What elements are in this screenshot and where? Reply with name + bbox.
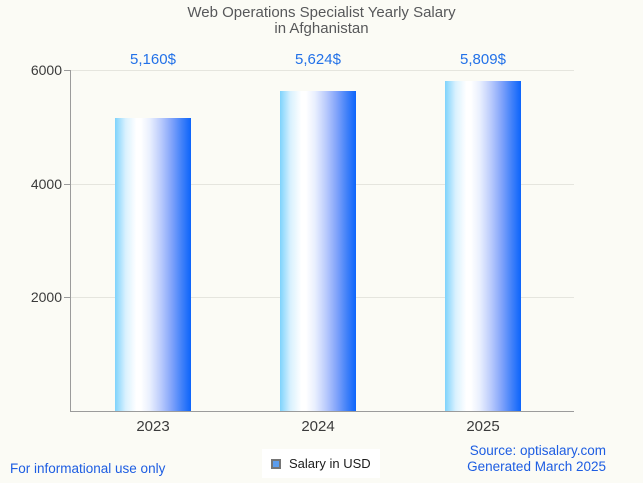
value-label-2023: 5,160$ bbox=[130, 51, 176, 68]
legend: Salary in USD bbox=[262, 449, 380, 478]
chart-title-line1: Web Operations Specialist Yearly Salary bbox=[187, 4, 456, 21]
disclaimer-text: For informational use only bbox=[10, 461, 166, 476]
y-tick-4000 bbox=[64, 184, 70, 185]
y-tick-label-2000: 2000 bbox=[30, 289, 62, 305]
x-axis-line bbox=[70, 411, 574, 412]
chart-title-line2: in Afghanistan bbox=[274, 20, 369, 37]
y-tick-6000 bbox=[64, 70, 70, 71]
source-block: Source: optisalary.com Generated March 2… bbox=[467, 443, 606, 475]
value-label-2024: 5,624$ bbox=[295, 51, 341, 68]
bar-2023 bbox=[115, 118, 191, 411]
gridline-6000 bbox=[70, 70, 574, 71]
y-tick-label-4000: 4000 bbox=[30, 176, 62, 192]
value-label-2025: 5,809$ bbox=[460, 51, 506, 68]
y-tick-2000 bbox=[64, 297, 70, 298]
y-axis-line bbox=[70, 70, 71, 411]
generated-date: Generated March 2025 bbox=[467, 459, 606, 474]
x-label-2023: 2023 bbox=[136, 418, 170, 435]
bar-2025 bbox=[445, 81, 521, 411]
legend-swatch-icon bbox=[271, 458, 281, 469]
y-tick-label-6000: 6000 bbox=[30, 62, 62, 78]
legend-label: Salary in USD bbox=[289, 456, 371, 471]
source-link[interactable]: Source: optisalary.com bbox=[469, 443, 606, 458]
bar-2024 bbox=[280, 91, 356, 411]
x-label-2025: 2025 bbox=[466, 418, 500, 435]
chart-title: Web Operations Specialist Yearly Salary … bbox=[0, 5, 643, 37]
x-label-2024: 2024 bbox=[301, 418, 335, 435]
